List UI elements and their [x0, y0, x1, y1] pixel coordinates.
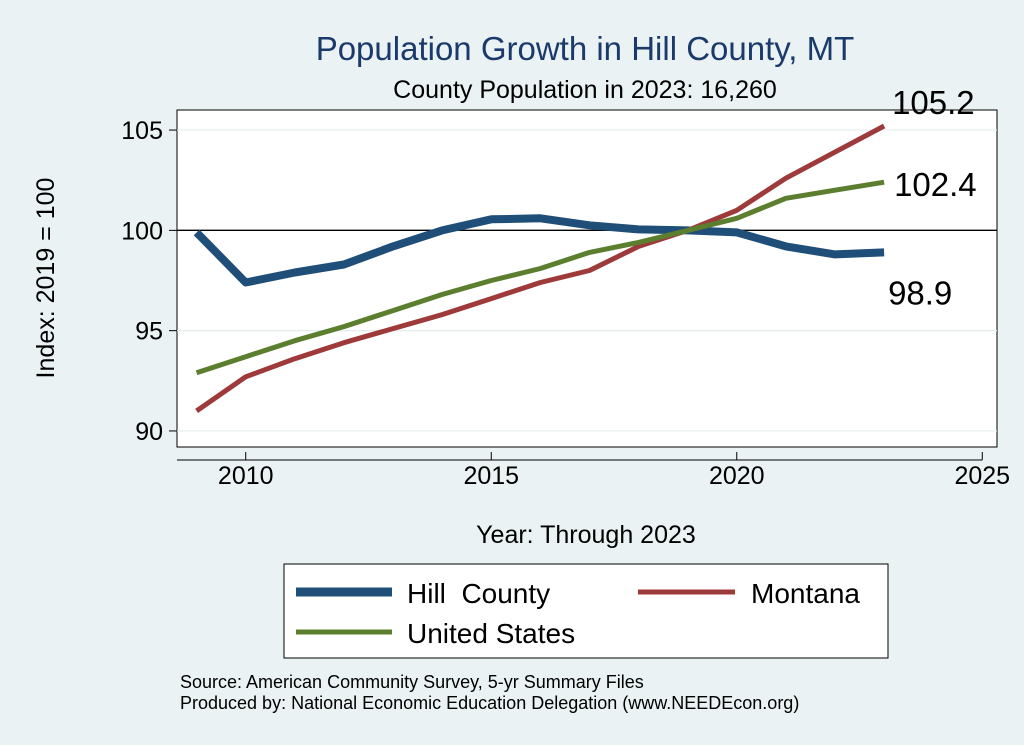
x-tick-label: 2010 — [218, 462, 274, 490]
end-labels: 98.9 105.2 102.4 — [888, 84, 977, 311]
chart-title: Population Growth in Hill County, MT — [316, 30, 855, 67]
plot-area — [176, 109, 998, 448]
legend: Hill County Montana United States — [283, 563, 889, 659]
legend-label-united-states: United States — [407, 618, 575, 649]
end-label-montana: 105.2 — [892, 84, 975, 121]
y-tick-label: 95 — [135, 318, 163, 346]
y-tick-label: 90 — [135, 418, 163, 446]
x-axis-title: Year: Through 2023 — [476, 521, 696, 549]
y-tick-label: 100 — [121, 217, 163, 245]
axes: 90 95 100 105 2010 2015 2020 2025 — [121, 117, 1010, 490]
series-line-hill-county — [193, 214, 885, 287]
chart-subtitle: County Population in 2023: 16,260 — [393, 76, 777, 104]
x-tick-label: 2025 — [954, 462, 1010, 490]
y-tick-label: 105 — [121, 117, 163, 145]
x-tick-label: 2020 — [709, 462, 765, 490]
produced-by-note: Produced by: National Economic Education… — [180, 693, 799, 713]
series-line-montana — [195, 123, 886, 413]
y-axis-title: Index: 2019 = 100 — [32, 178, 60, 379]
series-line-united-states — [195, 179, 885, 376]
legend-label-montana: Montana — [751, 578, 860, 609]
legend-box — [283, 563, 889, 659]
x-tick-label: 2015 — [463, 462, 519, 490]
end-label-hill-county: 98.9 — [888, 274, 952, 311]
source-note: Source: American Community Survey, 5-yr … — [180, 672, 644, 692]
series-layer — [193, 123, 886, 413]
end-label-united-states: 102.4 — [894, 166, 977, 203]
legend-label-hill-county: Hill County — [407, 578, 550, 609]
